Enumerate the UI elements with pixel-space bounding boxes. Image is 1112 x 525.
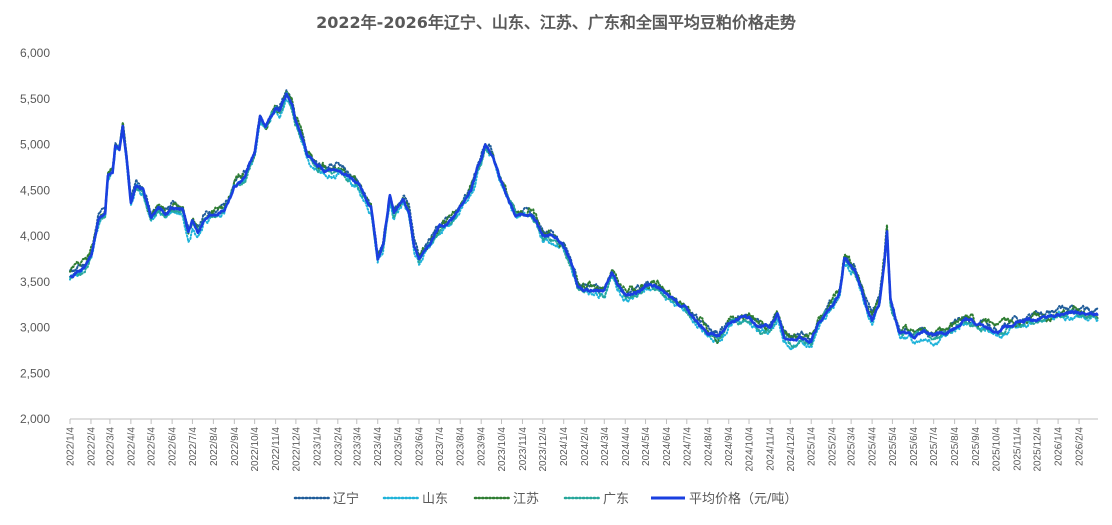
x-tick-label: 2022/8/4 <box>209 427 220 466</box>
x-tick-label: 2023/12/4 <box>538 427 549 472</box>
x-tick-label: 2026/1/4 <box>1054 427 1065 466</box>
x-tick-label: 2023/3/4 <box>352 427 363 466</box>
x-tick-label: 2024/12/4 <box>786 427 797 472</box>
x-tick-label: 2025/5/4 <box>888 427 899 466</box>
y-tick-label: 6,000 <box>20 46 50 60</box>
x-tick-label: 2025/4/4 <box>868 427 879 466</box>
x-tick-label: 2022/4/4 <box>126 427 137 466</box>
y-tick-label: 4,500 <box>20 183 50 197</box>
x-tick-label: 2022/6/4 <box>168 427 179 466</box>
x-tick-label: 2025/3/4 <box>847 427 858 466</box>
x-tick-label: 2023/4/4 <box>373 427 384 466</box>
x-tick-label: 2025/6/4 <box>909 427 920 466</box>
x-tick-label: 2023/5/4 <box>394 427 405 466</box>
x-tick-label: 2022/11/4 <box>271 427 282 471</box>
x-tick-label: 2022/2/4 <box>86 427 97 466</box>
y-tick-label: 5,000 <box>20 138 50 152</box>
x-tick-label: 2024/2/4 <box>580 427 591 466</box>
x-tick-label: 2024/3/4 <box>600 427 611 466</box>
x-tick-label: 2022/3/4 <box>105 427 116 466</box>
x-tick-label: 2024/11/4 <box>765 427 776 471</box>
x-tick-label: 2023/9/4 <box>477 427 488 466</box>
legend-label: 广东 <box>603 492 629 507</box>
x-tick-label: 2024/5/4 <box>641 427 652 466</box>
x-tick-label: 2022/12/4 <box>291 427 302 472</box>
x-tick-label: 2025/1/4 <box>807 427 818 466</box>
x-tick-label: 2024/4/4 <box>621 427 632 466</box>
series-layer <box>69 89 1099 351</box>
x-tick-label: 2024/9/4 <box>724 427 735 466</box>
x-tick-label: 2022/9/4 <box>230 427 241 466</box>
x-tick-label: 2025/10/4 <box>991 427 1002 472</box>
legend: 辽宁 山东 江苏 广东 平均价格（元/吨） <box>293 491 797 507</box>
x-tick-label: 2024/8/4 <box>703 427 714 466</box>
x-tick-label: 2023/2/4 <box>333 427 344 466</box>
legend-label: 平均价格（元/吨） <box>689 491 797 507</box>
y-axis: 2,000 2,500 3,000 3,500 4,000 4,500 5,000 5,500… <box>20 46 50 426</box>
x-tick-label: 2025/2/4 <box>828 427 839 466</box>
x-axis: 2022/1/4 2022/2/4 2022/3/4 2022/4/4 2022/5/4… <box>66 418 1098 472</box>
x-tick-label: 2025/9/4 <box>971 427 982 466</box>
y-tick-label: 2,000 <box>20 412 50 426</box>
x-tick-label: 2022/5/4 <box>147 427 158 466</box>
x-tick-label: 2025/12/4 <box>1033 427 1044 472</box>
x-tick-label: 2023/10/4 <box>497 427 508 472</box>
x-tick-label: 2022/7/4 <box>188 427 199 466</box>
series-line-山东 <box>69 99 1099 351</box>
x-tick-label: 2025/7/4 <box>929 427 940 466</box>
legend-label: 江苏 <box>513 491 539 507</box>
y-tick-label: 4,000 <box>20 229 50 243</box>
x-tick-label: 2025/11/4 <box>1012 427 1023 471</box>
y-tick-label: 2,500 <box>20 366 50 380</box>
series-line-辽宁 <box>69 89 1099 343</box>
series-line-广东 <box>69 91 1099 349</box>
series-line-江苏 <box>69 90 1099 344</box>
y-tick-label: 5,500 <box>20 92 50 106</box>
x-tick-label: 2023/7/4 <box>435 427 446 466</box>
series-line-average <box>69 92 1099 344</box>
chart-title: 2022年-2026年辽宁、山东、江苏、广东和全国平均豆粕价格走势 <box>316 13 796 32</box>
x-tick-label: 2023/6/4 <box>414 427 425 466</box>
x-tick-label: 2024/6/4 <box>662 427 673 466</box>
legend-label: 山东 <box>422 492 448 507</box>
y-tick-label: 3,000 <box>20 321 50 335</box>
y-tick-label: 3,500 <box>20 275 50 289</box>
x-tick-label: 2022/1/4 <box>66 427 77 466</box>
x-tick-label: 2024/7/4 <box>682 427 693 466</box>
x-tick-label: 2024/10/4 <box>745 427 756 472</box>
x-tick-label: 2023/8/4 <box>456 427 467 466</box>
x-tick-label: 2022/10/4 <box>250 427 261 472</box>
x-tick-label: 2024/1/4 <box>559 427 570 466</box>
x-tick-label: 2026/2/4 <box>1075 427 1086 466</box>
x-tick-label: 2025/8/4 <box>950 427 961 466</box>
x-tick-label: 2023/11/4 <box>518 427 529 471</box>
legend-label: 辽宁 <box>333 491 359 507</box>
x-tick-label: 2023/1/4 <box>312 427 323 466</box>
